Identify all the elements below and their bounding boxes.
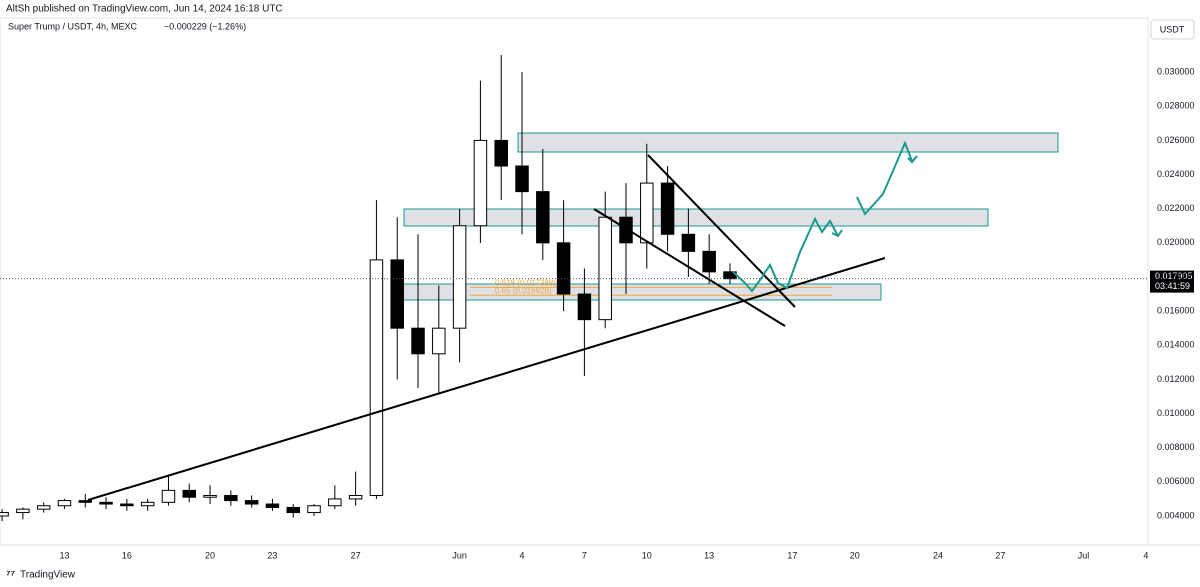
- y-tick-label: 0.016000: [1157, 305, 1195, 315]
- candle-body: [577, 293, 592, 321]
- candle-body: [369, 259, 384, 496]
- y-tick-label: 0.014000: [1157, 340, 1195, 350]
- candle-body: [556, 242, 571, 295]
- x-tick-label: 10: [642, 550, 652, 560]
- y-tick-label: 0.020000: [1157, 237, 1195, 247]
- y-tick-label: 0.006000: [1157, 476, 1195, 486]
- candle-body: [411, 327, 425, 355]
- candle-body: [681, 233, 696, 252]
- x-tick-label: 13: [59, 550, 69, 560]
- candle-body: [140, 501, 155, 507]
- x-tick-label: 17: [787, 550, 797, 560]
- candle-body: [660, 182, 675, 235]
- candle-body: [328, 498, 342, 507]
- candles: [0, 55, 737, 522]
- candle-body: [265, 503, 280, 508]
- candle-body: [244, 500, 259, 505]
- countdown: 03:41:59: [1155, 281, 1190, 291]
- candle-body: [702, 250, 716, 273]
- x-tick-label: Jul: [1078, 550, 1090, 560]
- candle-body: [203, 494, 217, 498]
- x-tick-label: 20: [205, 550, 215, 560]
- candle-body: [473, 139, 488, 227]
- candle-body: [432, 327, 446, 355]
- candle-body: [57, 500, 72, 507]
- projection-arrow: [831, 229, 843, 238]
- trendline: [87, 257, 886, 501]
- x-tick-label: 4: [519, 550, 524, 560]
- logo-text: TradingView: [20, 570, 76, 581]
- x-tick-label: 16: [122, 550, 132, 560]
- candle-body: [78, 500, 93, 503]
- candle-body: [640, 182, 654, 244]
- change: −0.000229 (−1.26%): [164, 21, 246, 31]
- logo: ⁷⁷ TradingView: [6, 569, 76, 581]
- y-tick-label: 0.024000: [1157, 169, 1195, 179]
- x-tick-label: 27: [351, 550, 361, 560]
- y-tick-label: 0.010000: [1157, 408, 1195, 418]
- x-tick-label: 7: [582, 550, 587, 560]
- candle-body: [224, 494, 238, 502]
- x-tick-label: 13: [704, 550, 714, 560]
- symbol: Super Trump / USDT, 4h, MEXC: [8, 21, 138, 31]
- projection-path: [732, 216, 839, 293]
- y-tick-label: 0.028000: [1157, 101, 1195, 111]
- candle-body: [390, 259, 404, 329]
- candle-body: [16, 508, 30, 514]
- fib-label: 0.618 (0.017388): [495, 279, 556, 288]
- currency: USDT: [1160, 24, 1185, 34]
- candle-body: [348, 494, 363, 500]
- y-tick-label: 0.004000: [1157, 510, 1195, 520]
- candle-body: [161, 489, 176, 503]
- x-tick-label: 23: [267, 550, 277, 560]
- candle-body: [307, 505, 321, 514]
- candle-body: [99, 501, 113, 505]
- candle-body: [598, 216, 612, 321]
- candle-body: [619, 216, 633, 244]
- support-zone: [401, 283, 882, 301]
- candle-body: [182, 489, 196, 498]
- projection-arrow: [907, 155, 918, 164]
- candle-body: [515, 165, 529, 193]
- x-tick-label: 27: [995, 550, 1005, 560]
- y-tick-label: 0.012000: [1157, 374, 1195, 384]
- x-tick-label: 24: [933, 550, 943, 560]
- y-tick-label: 0.018000: [1157, 271, 1195, 281]
- candle-body: [494, 139, 508, 167]
- last-price-label: 0.017905: [1155, 271, 1193, 281]
- logo-mark: ⁷⁷: [6, 569, 16, 581]
- candle-body: [286, 506, 300, 514]
- y-tick-label: 0.022000: [1157, 203, 1195, 213]
- publisher: AltSh published on TradingView.com, Jun …: [6, 4, 283, 15]
- projection-path: [856, 140, 913, 216]
- x-tick-label: Jun: [452, 550, 467, 560]
- fib-label: 0.65 (0.016928): [495, 286, 552, 295]
- x-tick-label: 20: [850, 550, 860, 560]
- resistance-zone: [403, 208, 989, 227]
- x-tick-label: 4: [1143, 550, 1148, 560]
- resistance-zone: [517, 132, 1059, 153]
- trendline: [647, 154, 796, 308]
- candle-body: [36, 505, 51, 510]
- candle-body: [536, 191, 550, 244]
- currency-box[interactable]: [1150, 19, 1195, 40]
- last-price-badge: [1150, 270, 1194, 293]
- fib-levels: 0.618 (0.017388)0.65 (0.016928): [470, 279, 832, 296]
- trendlines: [87, 140, 918, 501]
- candle-body: [120, 503, 134, 507]
- y-tick-label: 0.030000: [1157, 66, 1195, 76]
- plot-area: [0, 17, 1149, 546]
- candle-body: [0, 512, 9, 517]
- y-tick-label: 0.008000: [1157, 442, 1195, 452]
- trendline: [593, 208, 786, 327]
- candle-body: [452, 225, 467, 329]
- y-tick-label: 0.026000: [1157, 135, 1195, 145]
